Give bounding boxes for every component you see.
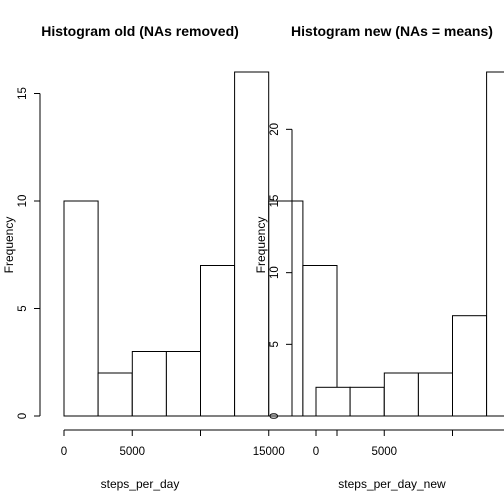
- chart-title: Histogram new (NAs = means): [291, 23, 493, 39]
- histogram-bar: [268, 200, 304, 417]
- x-tick-label: 5000: [371, 446, 397, 458]
- y-tick-label: 5: [269, 341, 281, 347]
- y-tick-label: 10: [269, 266, 281, 279]
- histogram-bar: [486, 71, 504, 417]
- y-axis-label: Frequency: [254, 217, 268, 274]
- x-tick-label: 5000: [119, 446, 145, 458]
- histogram-bar: [383, 372, 419, 417]
- histogram-bar: [200, 265, 236, 417]
- y-tick-label: 0: [17, 413, 29, 419]
- x-axis-label: steps_per_day: [101, 477, 180, 491]
- histogram-bar: [63, 200, 99, 417]
- histogram-panel-old: Histogram old (NAs removed) steps_per_da…: [2, 23, 440, 491]
- y-tick-label: 10: [17, 195, 29, 208]
- histogram-bar: [97, 372, 133, 417]
- histogram-bar: [315, 386, 351, 417]
- x-axis-label: steps_per_day_new: [338, 477, 446, 491]
- histogram-bar: [165, 351, 201, 417]
- chart-title: Histogram old (NAs removed): [41, 23, 239, 39]
- y-tick-label: 15: [269, 195, 281, 208]
- x-tick-label: 0: [313, 446, 319, 458]
- histogram-bar: [349, 386, 385, 417]
- histogram-bar: [131, 351, 167, 417]
- x-tick-label: 15000: [253, 446, 285, 458]
- histogram-bar: [417, 372, 453, 417]
- histogram-bar: [452, 315, 488, 417]
- y-axis-label: Frequency: [2, 217, 16, 274]
- y-tick-label: 5: [17, 305, 29, 311]
- y-tick-label: 0: [269, 413, 281, 419]
- y-tick-label: 20: [269, 123, 281, 136]
- x-tick-label: 0: [61, 446, 67, 458]
- histogram-panel-new: Histogram new (NAs = means) steps_per_da…: [254, 23, 504, 491]
- y-tick-label: 15: [17, 87, 29, 100]
- histogram-bar: [234, 71, 270, 417]
